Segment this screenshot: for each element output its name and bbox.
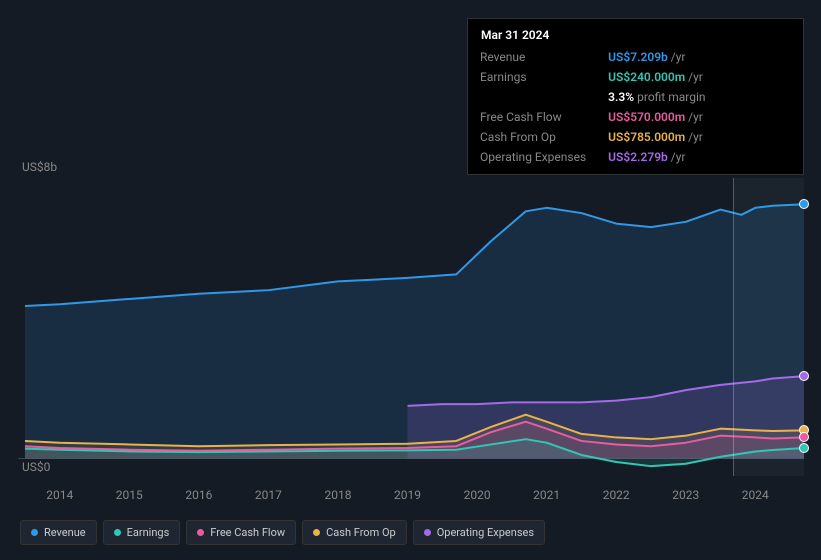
tooltip-row-label: Operating Expenses [480,148,586,166]
legend-label: Free Cash Flow [210,526,285,539]
tooltip-row-label: Earnings [480,68,586,86]
tooltip-row-label: Free Cash Flow [480,108,586,126]
tooltip: Mar 31 2024 Revenue US$7.209b /yr Earnin… [467,18,804,175]
legend-dot-icon [114,529,121,536]
legend-earnings[interactable]: Earnings [103,520,181,545]
tooltip-date: Mar 31 2024 [480,27,706,46]
legend-dot-icon [197,529,204,536]
y-axis-label: US$8b [22,160,57,174]
x-axis-tick: 2018 [324,488,351,502]
legend: Revenue Earnings Free Cash Flow Cash From O… [20,520,545,545]
tooltip-row-value: US$785.000m /yr [588,128,705,146]
x-axis-tick: 2016 [185,488,212,502]
legend-label: Operating Expenses [437,526,534,539]
cursor-line [733,178,734,476]
x-axis-tick: 2022 [603,488,630,502]
chart-container: Mar 31 2024 Revenue US$7.209b /yr Earnin… [0,0,821,560]
x-axis-tick: 2020 [464,488,491,502]
tooltip-row-label: Cash From Op [480,128,586,146]
x-axis-tick: 2017 [255,488,282,502]
tooltip-table: Mar 31 2024 Revenue US$7.209b /yr Earnin… [478,25,708,168]
y-axis-label: US$0 [22,460,50,474]
series-end-dot [799,199,809,209]
tooltip-row-value: US$240.000m /yr [588,68,705,86]
legend-dot-icon [313,529,320,536]
series-end-dot [799,443,809,453]
legend-label: Revenue [44,526,86,539]
series-end-dot [799,432,809,442]
tooltip-row-value: US$570.000m /yr [588,108,705,126]
legend-dot-icon [31,529,38,536]
x-axis-tick: 2019 [394,488,421,502]
x-axis-tick: 2023 [672,488,699,502]
legend-free-cash-flow[interactable]: Free Cash Flow [186,520,296,545]
x-axis-tick: 2024 [742,488,769,502]
chart-plot[interactable] [18,178,804,476]
legend-label: Earnings [127,526,170,539]
x-axis-tick: 2015 [116,488,143,502]
legend-cash-from-op[interactable]: Cash From Op [302,520,407,545]
tooltip-row-value: US$7.209b /yr [588,48,705,66]
tooltip-row-value: 3.3% profit margin [588,88,705,106]
legend-revenue[interactable]: Revenue [20,520,97,545]
tooltip-row-label: Revenue [480,48,586,66]
x-axis-tick: 2014 [46,488,73,502]
tooltip-row-value: US$2.279b /yr [588,148,705,166]
chart-svg [18,178,804,476]
x-axis-tick: 2021 [533,488,560,502]
series-end-dot [799,371,809,381]
legend-operating-expenses[interactable]: Operating Expenses [413,520,545,545]
tooltip-row-label [480,88,586,106]
legend-dot-icon [424,529,431,536]
legend-label: Cash From Op [326,526,396,539]
